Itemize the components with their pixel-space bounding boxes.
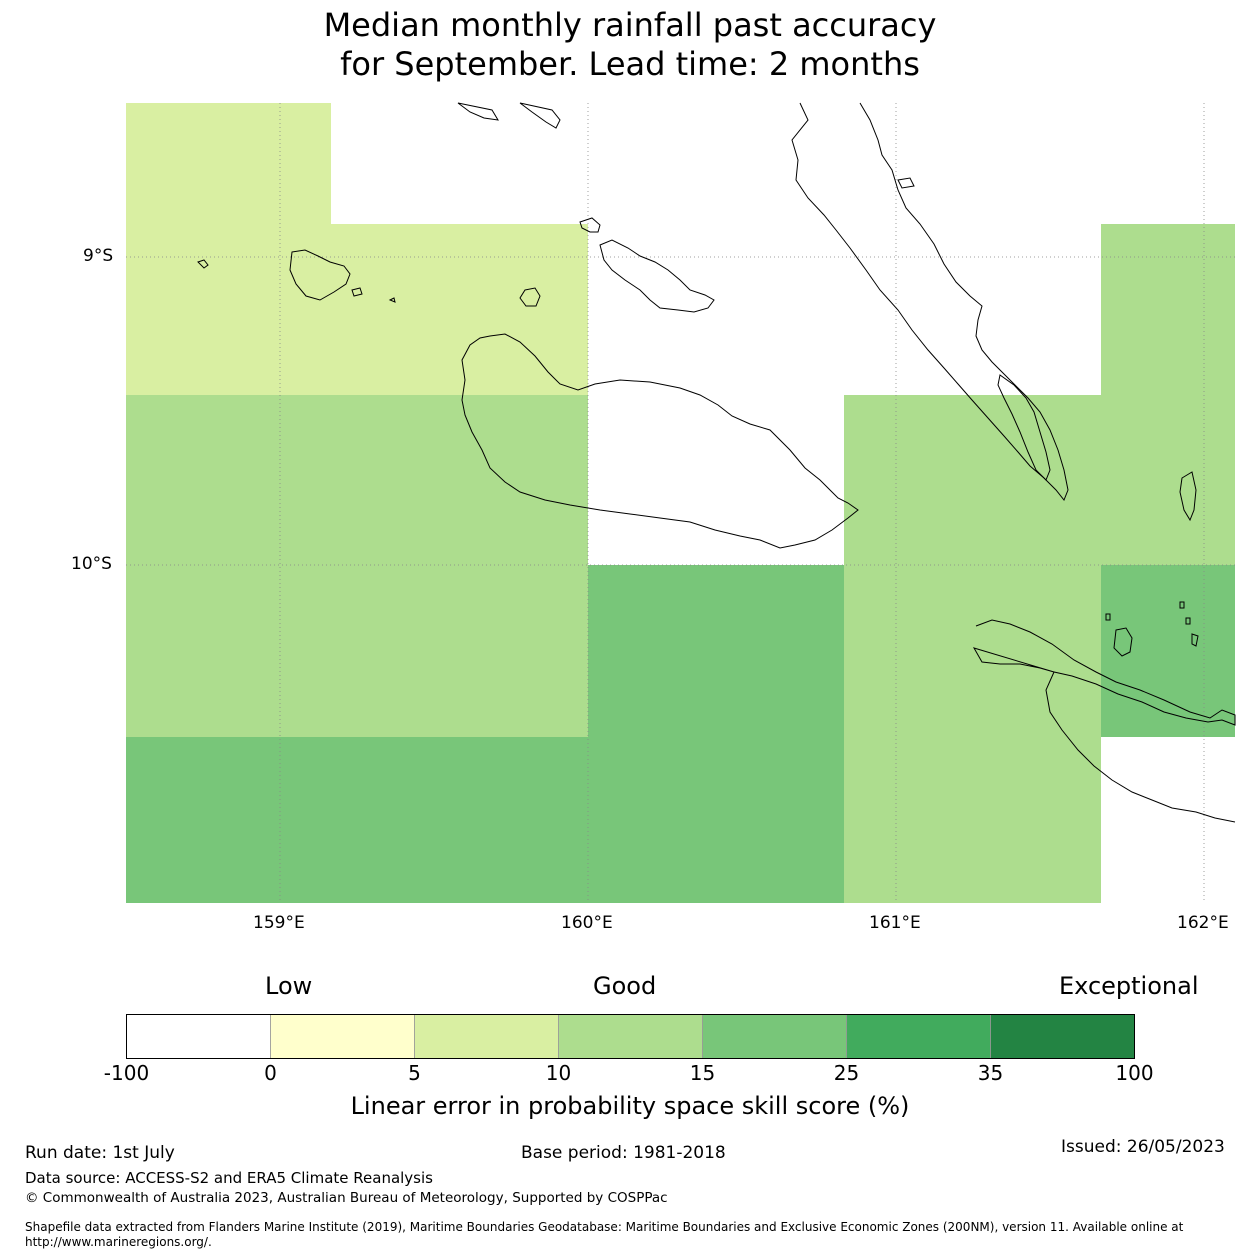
shapefile-credit: Shapefile data extracted from Flanders M… [25, 1220, 1184, 1249]
coastline-guadalcanal [461, 333, 859, 549]
skill-cell [844, 737, 1101, 903]
skill-cell [126, 565, 331, 737]
run-date: Run date: 1st July [25, 1143, 175, 1163]
lon-label-162e: 162°E [1177, 913, 1229, 933]
coastline-islet-g [1185, 617, 1191, 625]
lat-label-9s: 9°S [83, 246, 114, 266]
copyright: © Commonwealth of Australia 2023, Austra… [25, 1190, 668, 1206]
skill-cell [588, 565, 844, 737]
colorbar-tick-label: 35 [977, 1061, 1004, 1085]
colorbar-tick-label: 15 [689, 1061, 716, 1085]
base-period: Base period: 1981-2018 [521, 1143, 726, 1163]
skill-cell [126, 737, 331, 903]
coastline-islet-c [351, 287, 363, 297]
colorbar-title: Linear error in probability space skill … [350, 1092, 910, 1120]
colorbar [126, 1014, 1135, 1059]
colorbar-swatch [558, 1014, 703, 1059]
lon-label-159e: 159°E [253, 913, 305, 933]
skill-cell [588, 737, 844, 903]
skill-cell [331, 395, 588, 565]
colorbar-tick-label: 10 [545, 1061, 572, 1085]
colorbar-swatch [270, 1014, 415, 1059]
coastlines [197, 102, 1236, 823]
colorbar-label-exceptional: Exceptional [1059, 972, 1199, 1000]
skill-cell [126, 103, 331, 224]
data-source: Data source: ACCESS-S2 and ERA5 Climate … [25, 1169, 433, 1187]
skill-cell [331, 737, 588, 903]
coastline-makira [972, 619, 1236, 823]
colorbar-tick-label: 0 [264, 1061, 277, 1085]
colorbar-tick-label: 25 [833, 1061, 860, 1085]
skill-cell [126, 224, 331, 395]
colorbar-swatch [990, 1014, 1135, 1059]
chart-title-line1: Median monthly rainfall past accuracy [323, 6, 937, 44]
skill-cell [844, 565, 1101, 737]
lat-label-10s: 10°S [71, 554, 112, 574]
colorbar-swatch [414, 1014, 559, 1059]
chart-title-line2: for September. Lead time: 2 months [340, 45, 920, 83]
coastline-small-malaita [997, 374, 1051, 481]
issued-date: Issued: 26/05/2023 [1061, 1137, 1225, 1157]
coastline-islet-f [1179, 601, 1185, 609]
skill-cell [844, 395, 1101, 565]
coastline-savo [519, 287, 541, 307]
skill-cell [331, 224, 588, 395]
lon-label-160e: 160°E [561, 913, 613, 933]
coastline-malaita [791, 102, 1069, 501]
skill-cell [331, 565, 588, 737]
colorbar-swatch [126, 1014, 271, 1059]
skill-cell [1101, 565, 1235, 737]
coastline-russell [289, 249, 351, 301]
coastline-ulawa [1179, 471, 1197, 522]
lon-label-161e: 161°E [869, 913, 921, 933]
skill-cell [1101, 224, 1235, 395]
colorbar-label-low: Low [265, 972, 313, 1000]
gridlines [126, 103, 1235, 903]
coastline-santa-isabel [457, 102, 561, 129]
coastline-nggela [579, 217, 715, 313]
colorbar-tick-label: 5 [408, 1061, 421, 1085]
skill-cell [1101, 395, 1235, 565]
colorbar-tick-label: -100 [103, 1061, 150, 1085]
skill-cell [126, 395, 331, 565]
skill-grid-cells [126, 103, 1235, 903]
coastline-islet-d [1113, 627, 1133, 657]
coastline-islet-a [197, 259, 209, 269]
coastline-islet-b [388, 297, 396, 303]
coastline-islet-h [1191, 633, 1199, 647]
colorbar-swatch [702, 1014, 847, 1059]
colorbar-tick-label: 100 [1115, 1061, 1154, 1085]
colorbar-label-good: Good [593, 972, 657, 1000]
coastline-islet-e [1105, 613, 1111, 621]
colorbar-border [126, 1014, 1135, 1059]
colorbar-swatch [846, 1014, 991, 1059]
